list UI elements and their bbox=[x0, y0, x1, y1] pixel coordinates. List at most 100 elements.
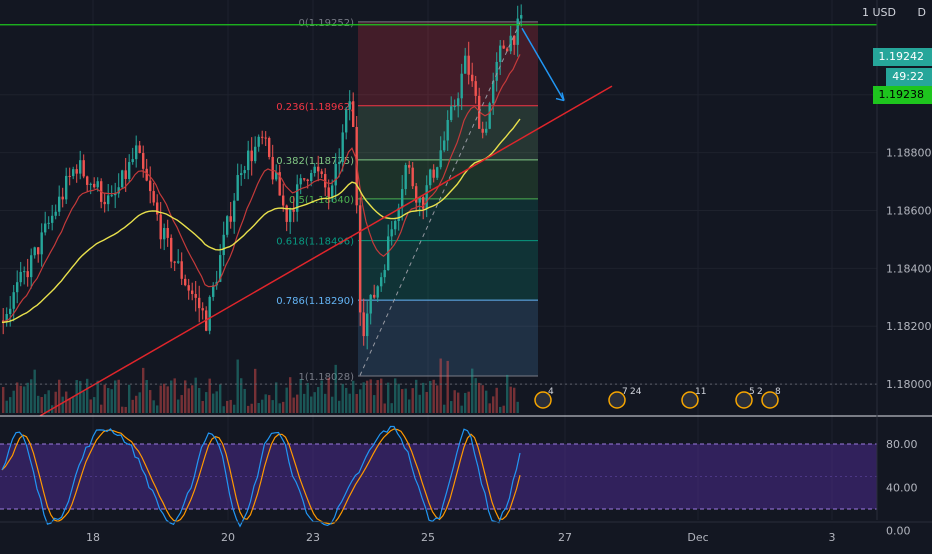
volume-bar bbox=[156, 405, 158, 413]
candle-body bbox=[384, 270, 386, 277]
candle-body bbox=[359, 205, 361, 312]
volume-bar bbox=[121, 407, 123, 413]
candle-body bbox=[443, 140, 445, 150]
volume-bar bbox=[482, 385, 484, 413]
volume-bar bbox=[160, 386, 162, 413]
candle-body bbox=[475, 81, 477, 96]
candle-body bbox=[139, 145, 141, 153]
candle-body bbox=[149, 181, 151, 191]
volume-bar bbox=[65, 392, 67, 413]
candle-body bbox=[55, 212, 57, 216]
event-count: 4 bbox=[548, 387, 554, 397]
volume-bar bbox=[184, 380, 186, 413]
candle-body bbox=[254, 147, 256, 161]
volume-bar bbox=[219, 384, 221, 413]
candle-body bbox=[48, 223, 50, 224]
volume-bar bbox=[289, 377, 291, 413]
candle-body bbox=[300, 178, 302, 184]
candle-body bbox=[503, 46, 505, 49]
volume-bar bbox=[177, 400, 179, 413]
candle-body bbox=[261, 137, 263, 138]
volume-bar bbox=[513, 388, 515, 413]
event-count: 7 bbox=[622, 387, 628, 397]
volume-bar bbox=[111, 389, 113, 413]
candle-body bbox=[37, 247, 39, 254]
volume-bar bbox=[254, 369, 256, 413]
candle-body bbox=[485, 129, 487, 133]
candle-body bbox=[174, 262, 176, 263]
candle-body bbox=[436, 167, 438, 178]
volume-bar bbox=[216, 391, 218, 413]
candle-body bbox=[450, 106, 452, 120]
volume-bar bbox=[338, 401, 340, 413]
volume-bar bbox=[303, 394, 305, 413]
candle-body bbox=[195, 294, 197, 298]
volume-bar bbox=[167, 386, 169, 413]
volume-bar bbox=[314, 392, 316, 413]
event-count: 24 bbox=[630, 387, 642, 397]
volume-bar bbox=[394, 378, 396, 413]
candle-body bbox=[289, 209, 291, 221]
candle-body bbox=[65, 176, 67, 199]
price-axis-label: 1.18000 bbox=[886, 378, 932, 391]
volume-bar bbox=[83, 392, 85, 413]
volume-bar bbox=[202, 401, 204, 413]
volume-bar bbox=[443, 405, 445, 413]
volume-bar bbox=[268, 395, 270, 413]
time-axis-label: 23 bbox=[306, 531, 320, 544]
candle-body bbox=[240, 173, 242, 175]
candle-body bbox=[363, 312, 365, 336]
volume-bar bbox=[485, 391, 487, 413]
fib-level-label: 0.236(1.18962) bbox=[276, 102, 354, 113]
candle-body bbox=[352, 101, 354, 127]
candle-body bbox=[244, 170, 246, 173]
volume-bar bbox=[352, 381, 354, 413]
candle-body bbox=[41, 232, 43, 254]
candle-body bbox=[90, 184, 92, 185]
candle-body bbox=[163, 228, 165, 239]
volume-bar bbox=[454, 390, 456, 413]
volume-bar bbox=[279, 403, 281, 413]
volume-bar bbox=[191, 385, 193, 413]
candle-body bbox=[510, 36, 512, 52]
candle-body bbox=[506, 49, 508, 52]
candle-body bbox=[338, 162, 340, 164]
volume-bar bbox=[223, 406, 225, 413]
volume-bar bbox=[478, 383, 480, 413]
currency-selector[interactable]: 1 USD bbox=[862, 6, 896, 19]
settings-icon[interactable]: D bbox=[918, 6, 926, 19]
volume-bar bbox=[58, 380, 60, 413]
volume-bar bbox=[62, 397, 64, 413]
volume-bar bbox=[90, 399, 92, 413]
volume-bar bbox=[440, 359, 442, 413]
candle-body bbox=[247, 151, 249, 170]
candle-body bbox=[233, 201, 235, 222]
fib-level-label: 0.786(1.18290) bbox=[276, 296, 354, 307]
volume-bar bbox=[447, 361, 449, 413]
candle-body bbox=[125, 170, 127, 179]
time-axis-label: 20 bbox=[221, 531, 235, 544]
volume-bar bbox=[506, 375, 508, 413]
volume-bar bbox=[27, 383, 29, 413]
volume-bar bbox=[114, 380, 116, 413]
candle-body bbox=[30, 255, 32, 277]
volume-bar bbox=[226, 401, 228, 413]
candle-body bbox=[433, 170, 435, 178]
candle-body bbox=[349, 101, 351, 109]
candle-body bbox=[282, 196, 284, 206]
fib-level-label: 1(1.18028) bbox=[298, 372, 354, 383]
candle-body bbox=[461, 74, 463, 99]
candle-body bbox=[223, 235, 225, 255]
candle-body bbox=[58, 197, 60, 212]
volume-bar bbox=[104, 385, 106, 413]
volume-bar bbox=[128, 385, 130, 413]
candle-body bbox=[370, 295, 372, 314]
fib-level-label: 0.5(1.18640) bbox=[289, 195, 354, 206]
volume-bar bbox=[265, 394, 267, 413]
candle-body bbox=[79, 160, 81, 173]
event-count: 5 bbox=[749, 387, 755, 397]
candle-body bbox=[132, 159, 134, 162]
volume-bar bbox=[37, 396, 39, 413]
candle-body bbox=[160, 214, 162, 239]
